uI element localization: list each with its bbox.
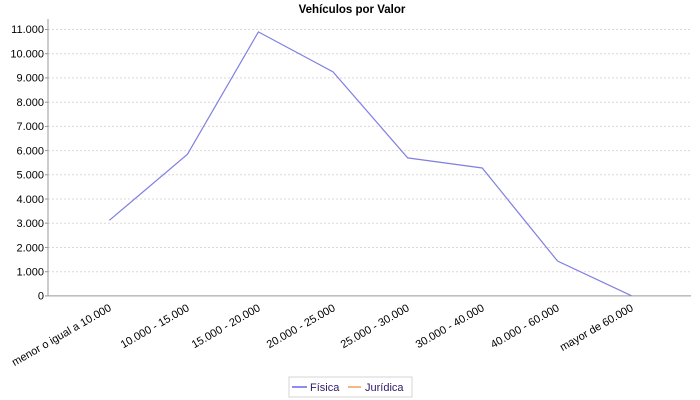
svg-text:1.000: 1.000 [16, 267, 44, 279]
svg-text:10.000 - 15.000: 10.000 - 15.000 [119, 302, 192, 351]
svg-text:7.000: 7.000 [16, 121, 44, 133]
svg-text:5.000: 5.000 [16, 170, 44, 182]
svg-text:3.000: 3.000 [16, 218, 44, 230]
svg-text:15.000 - 20.000: 15.000 - 20.000 [190, 302, 263, 351]
svg-text:20.000 - 25.000: 20.000 - 25.000 [265, 302, 338, 351]
svg-text:6.000: 6.000 [16, 146, 44, 158]
svg-text:Jurídica: Jurídica [365, 382, 404, 394]
svg-text:10.000: 10.000 [10, 49, 44, 61]
svg-text:11.000: 11.000 [11, 24, 44, 36]
svg-text:30.000 - 40.000: 30.000 - 40.000 [414, 302, 487, 351]
svg-text:9.000: 9.000 [16, 73, 44, 85]
svg-text:Física: Física [310, 382, 340, 394]
svg-text:0: 0 [38, 291, 44, 303]
svg-text:mayor de 60.000: mayor de 60.000 [558, 302, 636, 354]
svg-text:4.000: 4.000 [16, 194, 44, 206]
svg-text:25.000 - 30.000: 25.000 - 30.000 [339, 302, 412, 351]
svg-text:40.000 - 60.000: 40.000 - 60.000 [489, 302, 562, 351]
svg-text:2.000: 2.000 [16, 243, 44, 255]
svg-text:menor o igual a 10.000: menor o igual a 10.000 [10, 302, 113, 369]
svg-text:8.000: 8.000 [16, 97, 44, 109]
